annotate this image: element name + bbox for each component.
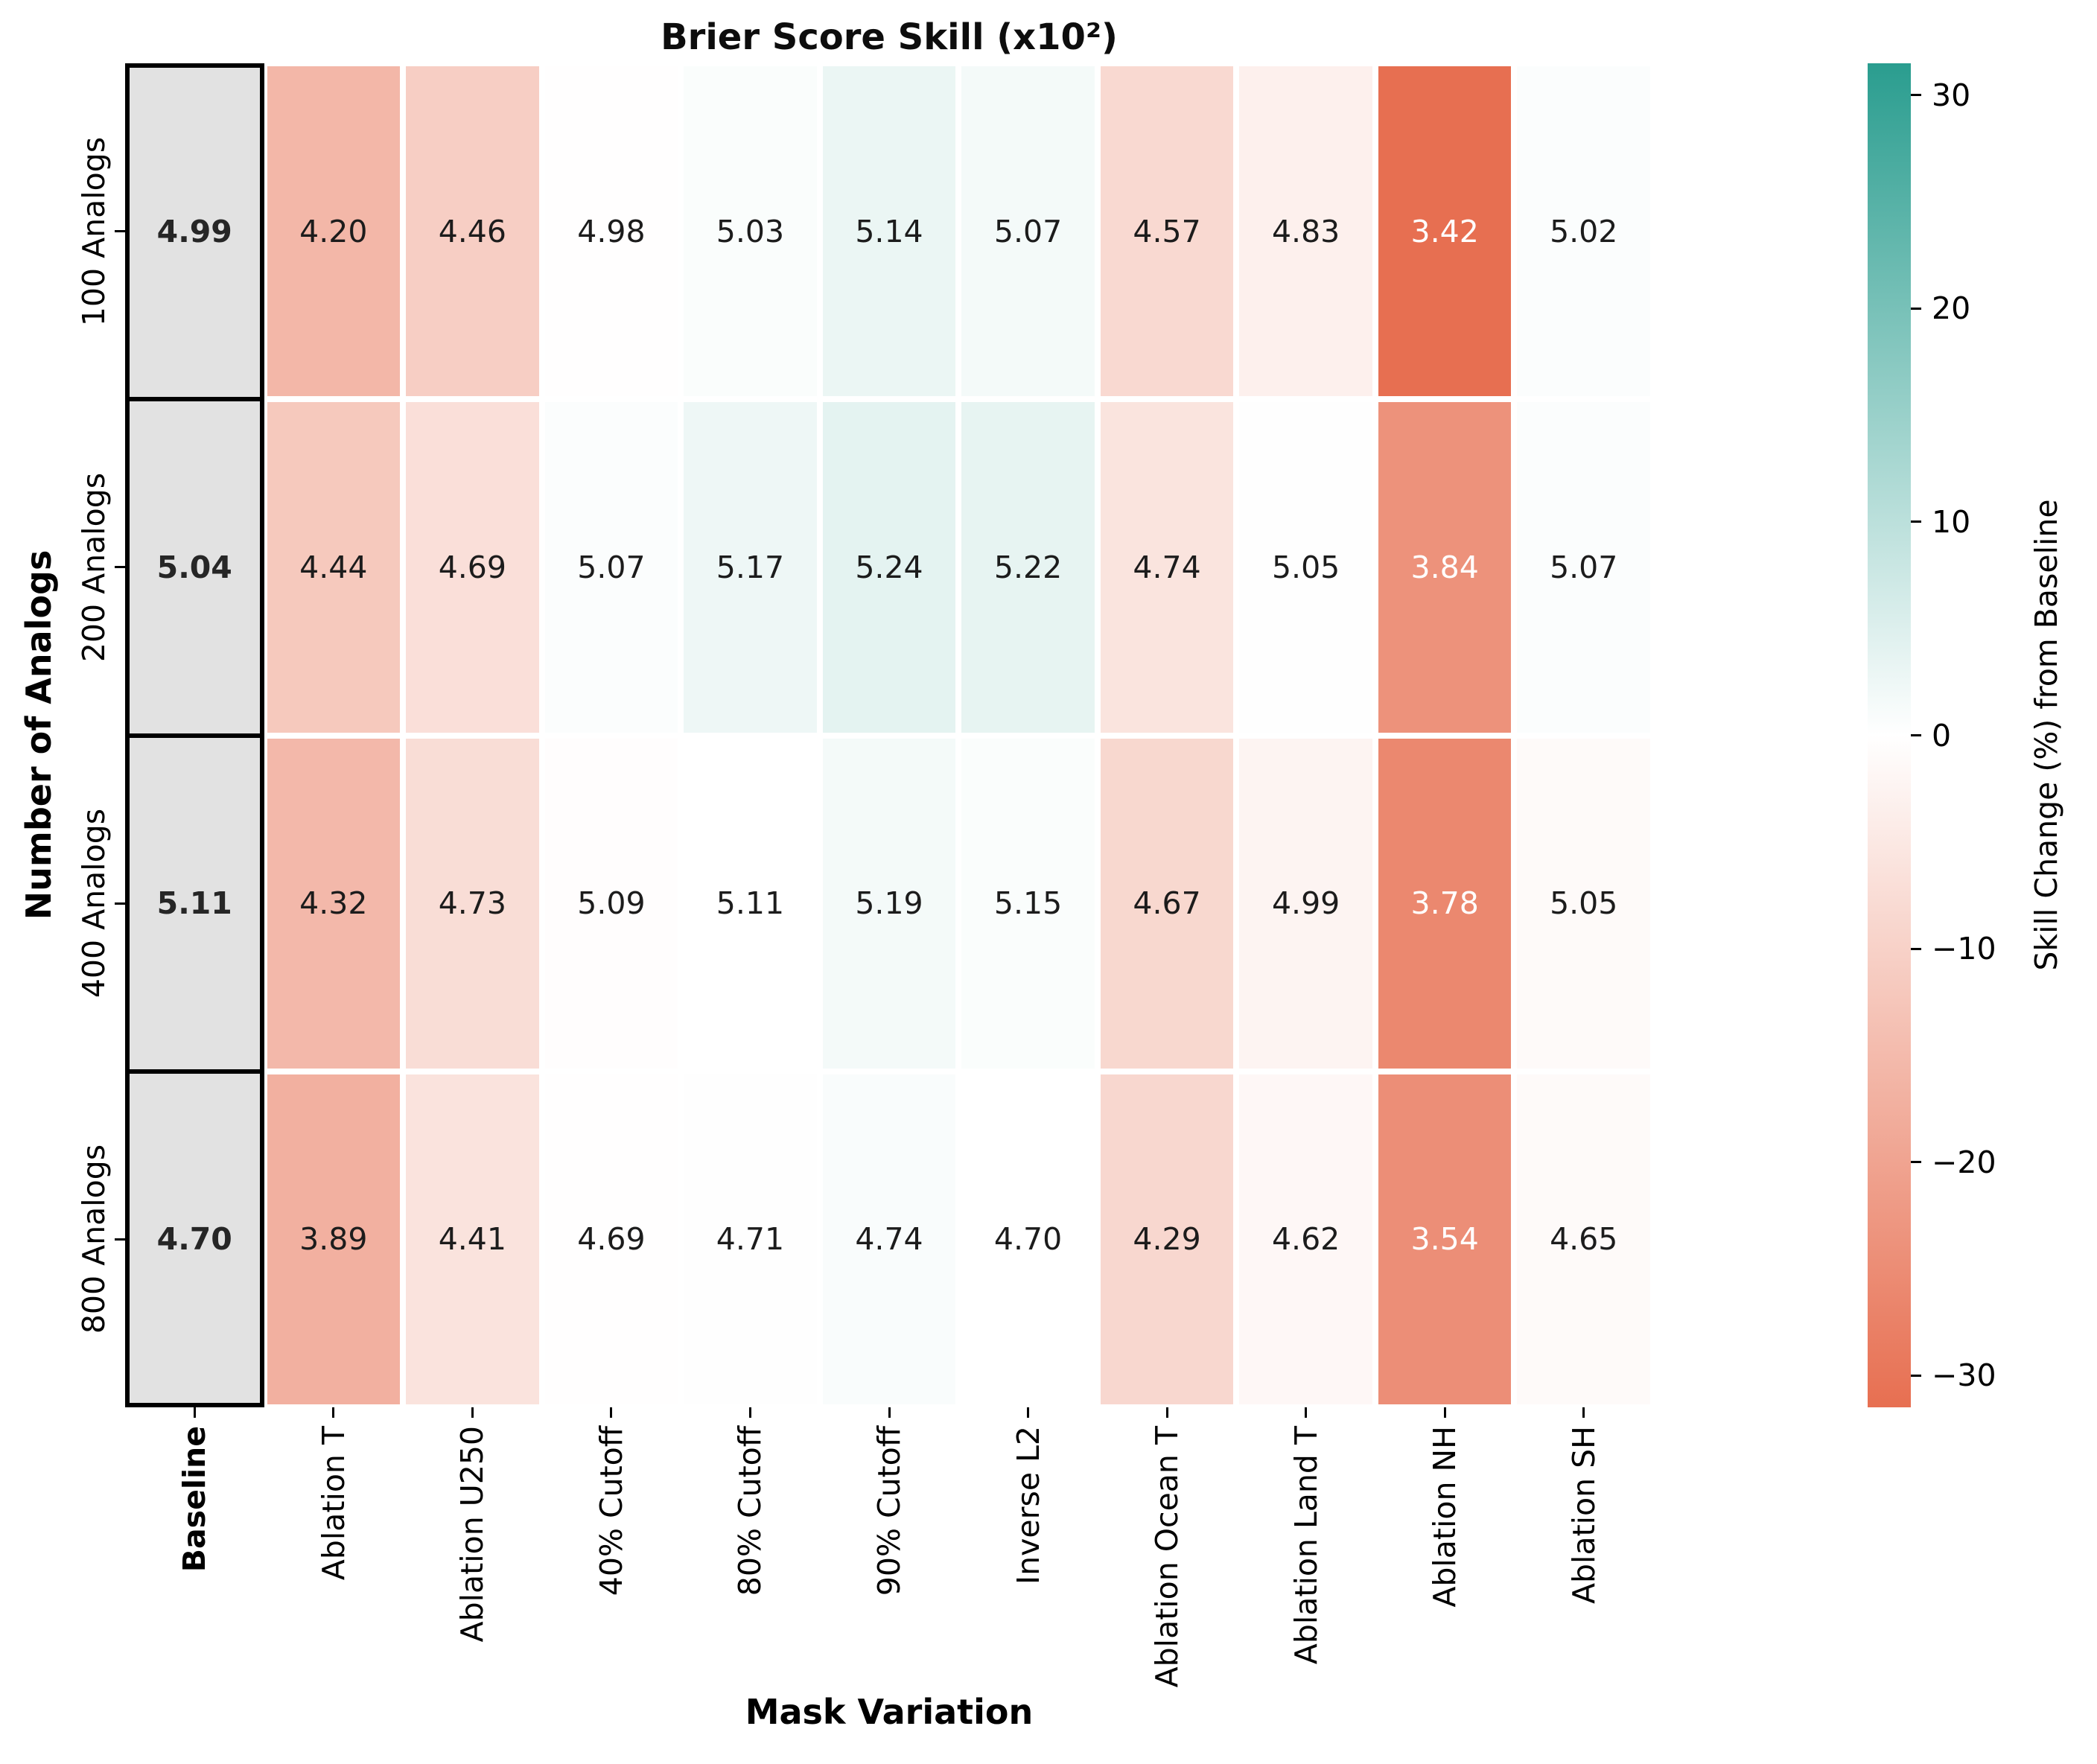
x-tick-mark [888, 1407, 891, 1418]
colorbar-tick-label: 20 [1932, 290, 1971, 327]
y-tick-mark [115, 566, 125, 569]
heatmap-cell: 3.54 [1378, 1074, 1512, 1404]
heatmap-cell: 5.07 [961, 66, 1095, 397]
heatmap-cell: 4.74 [822, 1074, 956, 1404]
heatmap-cell: 5.07 [1517, 402, 1650, 733]
heatmap: 4.99 5.04 5.11 4.70 4.20 4.44 4.32 3.89 4.46 4.69… [125, 63, 1653, 1407]
colorbar-tick-label: −20 [1932, 1144, 1996, 1180]
x-tick-label: Inverse L2 [1010, 1426, 1046, 1585]
x-tick-mark [471, 1407, 474, 1418]
heatmap-cell: 5.11 [684, 738, 817, 1069]
baseline-row-divider [130, 397, 260, 402]
chart-title: Brier Score Skill (x10²) [661, 16, 1118, 58]
y-tick-label: 400 Analogs [76, 808, 112, 999]
heatmap-cell: 5.07 [544, 402, 678, 733]
x-tick-label: 80% Cutoff [732, 1426, 769, 1596]
heatmap-cell: 4.65 [1517, 1074, 1650, 1404]
heatmap-cell: 4.99 [156, 213, 232, 249]
baseline-row-divider [130, 1069, 260, 1074]
heatmap-cell: 4.69 [406, 402, 539, 733]
colorbar-tick-mark [1911, 520, 1921, 523]
heatmap-cell: 5.24 [822, 402, 956, 733]
heatmap-cell: 4.69 [544, 1074, 678, 1404]
heatmap-cell: 5.05 [1239, 402, 1372, 733]
x-axis-label: Mask Variation [745, 1692, 1034, 1732]
x-tick-mark [1027, 1407, 1030, 1418]
heatmap-cell: 4.32 [267, 738, 401, 1069]
colorbar-label: Skill Change (%) from Baseline [2028, 499, 2064, 971]
x-tick-label: 90% Cutoff [871, 1426, 907, 1596]
heatmap-cell: 3.42 [1378, 66, 1512, 397]
colorbar-tick-mark [1911, 1374, 1921, 1377]
heatmap-cell: 5.11 [156, 885, 232, 922]
x-tick-label: Ablation Ocean T [1149, 1426, 1186, 1688]
y-tick-label: 800 Analogs [76, 1144, 112, 1334]
x-tick-label: Ablation T [315, 1426, 351, 1581]
y-tick-label: 200 Analogs [76, 472, 112, 663]
heatmap-cell: 5.14 [822, 66, 956, 397]
heatmap-cell: 4.99 [1239, 738, 1372, 1069]
x-tick-label: Ablation NH [1427, 1426, 1463, 1608]
heatmap-cell: 4.41 [406, 1074, 539, 1404]
colorbar-tick-mark [1911, 734, 1921, 736]
y-tick-mark [115, 902, 125, 905]
heatmap-cell: 4.62 [1239, 1074, 1372, 1404]
heatmap-cell: 5.15 [961, 738, 1095, 1069]
heatmap-cell: 4.57 [1100, 66, 1234, 397]
heatmap-cell: 4.29 [1100, 1074, 1234, 1404]
y-tick-label: 100 Analogs [76, 136, 112, 326]
heatmap-cell: 3.78 [1378, 738, 1512, 1069]
heatmap-cell: 5.19 [822, 738, 956, 1069]
heatmap-cell: 4.70 [961, 1074, 1095, 1404]
colorbar-tick-mark [1911, 1161, 1921, 1164]
x-tick-mark [748, 1407, 751, 1418]
heatmap-cell: 4.44 [267, 402, 401, 733]
heatmap-cell: 4.67 [1100, 738, 1234, 1069]
x-tick-mark [1305, 1407, 1308, 1418]
heatmap-cell: 5.04 [156, 549, 232, 585]
y-axis-label: Number of Analogs [19, 550, 59, 920]
heatmap-cell: 4.73 [406, 738, 539, 1069]
colorbar-tick-mark [1911, 307, 1921, 310]
x-tick-mark [610, 1407, 613, 1418]
heatmap-cell: 3.89 [267, 1074, 401, 1404]
x-tick-label: Ablation U250 [454, 1426, 491, 1643]
heatmap-cell: 4.83 [1239, 66, 1372, 397]
x-tick-mark [1443, 1407, 1446, 1418]
heatmap-cell: 4.70 [156, 1221, 232, 1258]
colorbar-tick-label: −10 [1932, 931, 1996, 967]
heatmap-cell: 5.03 [684, 66, 817, 397]
colorbar [1868, 63, 1911, 1407]
heatmap-cell: 4.74 [1100, 402, 1234, 733]
colorbar-tick-label: 10 [1932, 503, 1971, 540]
colorbar-tick-label: 0 [1932, 717, 1952, 754]
x-tick-label: Ablation SH [1565, 1426, 1602, 1605]
x-tick-label: Baseline [176, 1426, 213, 1573]
heatmap-cell: 5.05 [1517, 738, 1650, 1069]
x-tick-label: Ablation Land T [1288, 1426, 1324, 1665]
heatmap-cell: 4.20 [267, 66, 401, 397]
heatmap-cell: 3.84 [1378, 402, 1512, 733]
x-tick-label: 40% Cutoff [593, 1426, 629, 1596]
y-tick-mark [115, 1238, 125, 1241]
heatmap-cell: 5.02 [1517, 66, 1650, 397]
x-tick-mark [193, 1407, 196, 1418]
baseline-column: 4.99 5.04 5.11 4.70 [125, 63, 264, 1407]
colorbar-tick-label: 30 [1932, 77, 1971, 113]
x-tick-mark [332, 1407, 335, 1418]
colorbar-tick-label: −30 [1932, 1357, 1996, 1394]
x-tick-mark [1582, 1407, 1585, 1418]
heatmap-cell: 4.71 [684, 1074, 817, 1404]
x-tick-mark [1165, 1407, 1168, 1418]
colorbar-tick-mark [1911, 94, 1921, 97]
heatmap-cell: 5.22 [961, 402, 1095, 733]
heatmap-cell: 4.46 [406, 66, 539, 397]
y-tick-mark [115, 230, 125, 233]
colorbar-tick-mark [1911, 947, 1921, 950]
heatmap-cell: 5.09 [544, 738, 678, 1069]
heatmap-cell: 4.98 [544, 66, 678, 397]
baseline-row-divider [130, 733, 260, 738]
heatmap-cell: 5.17 [684, 402, 817, 733]
